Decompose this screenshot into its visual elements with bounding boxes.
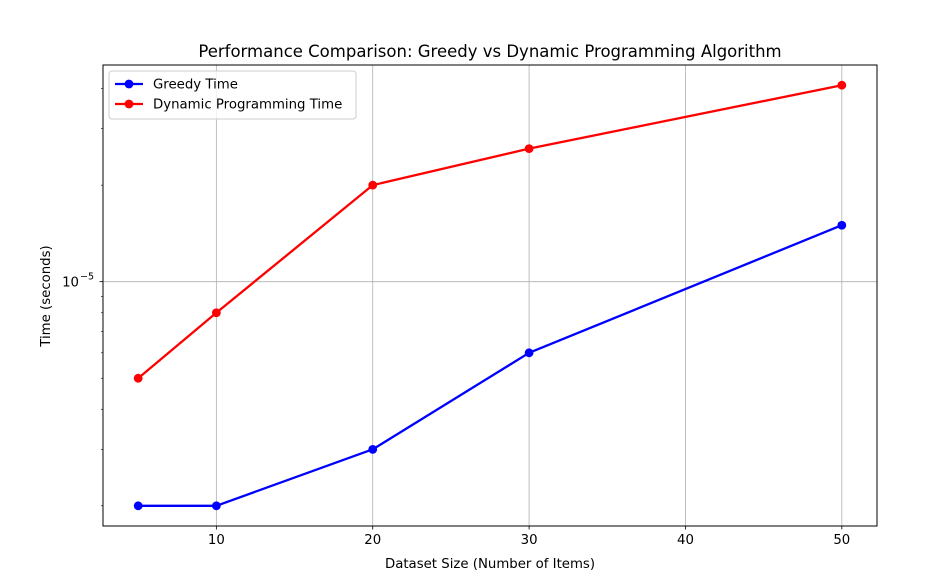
data-point-greedy-time <box>368 444 378 454</box>
data-point-dynamic-programming-time <box>368 180 378 190</box>
y-tick-label: 10 −5 <box>62 272 94 291</box>
x-tick-label: 40 <box>677 533 694 548</box>
plot-area <box>103 65 877 526</box>
y-tick-label-base: 10 <box>62 276 79 291</box>
grid-layer <box>103 65 877 526</box>
legend-dp-marker <box>124 99 134 109</box>
x-tick-label: 20 <box>364 533 381 548</box>
legend: Greedy Time Dynamic Programming Time <box>108 70 357 120</box>
legend-dp-label: Dynamic Programming Time <box>153 98 342 113</box>
plot-frame <box>102 64 878 527</box>
data-point-dynamic-programming-time <box>211 308 221 318</box>
legend-frame <box>108 70 357 120</box>
x-tick-label: 50 <box>833 533 850 548</box>
legend-greedy-marker <box>124 79 134 89</box>
data-point-dynamic-programming-time <box>133 373 143 383</box>
data-point-dynamic-programming-time <box>837 80 847 90</box>
x-tick-label: 10 <box>208 533 225 548</box>
y-axis-label: Time (seconds) <box>39 245 54 348</box>
data-point-greedy-time <box>524 348 534 358</box>
legend-greedy-label: Greedy Time <box>153 78 238 93</box>
series-layer <box>133 80 847 511</box>
data-point-greedy-time <box>133 501 143 511</box>
chart-title: Performance Comparison: Greedy vs Dynami… <box>198 42 781 61</box>
x-tick-label: 30 <box>521 533 538 548</box>
data-point-greedy-time <box>211 501 221 511</box>
data-point-dynamic-programming-time <box>524 144 534 154</box>
y-tick-label-exponent: −5 <box>80 272 94 283</box>
x-axis-label: Dataset Size (Number of Items) <box>385 557 595 572</box>
data-point-greedy-time <box>837 220 847 230</box>
